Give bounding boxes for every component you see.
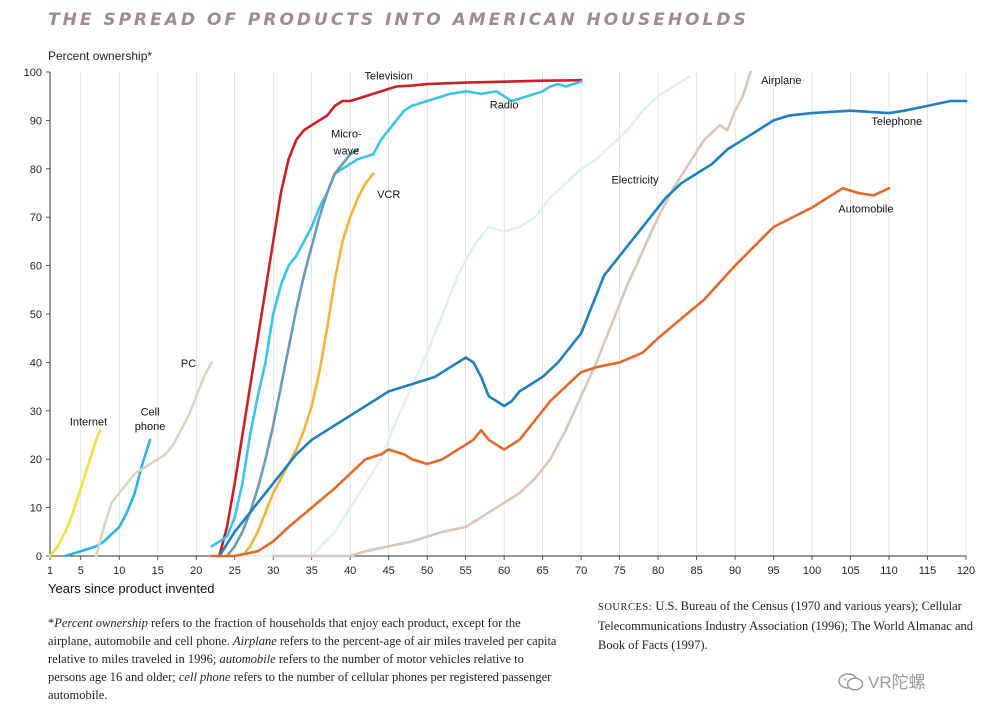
x-tick-label: 90 xyxy=(729,565,741,577)
series-label: phone xyxy=(135,421,166,433)
y-tick-label: 20 xyxy=(30,454,42,466)
series-label: Automobile xyxy=(838,203,893,215)
axes: 1 5 10 15 20 25 30 35 40 45 50 55 60 65 70 75 80 85 90 95 10… xyxy=(24,67,976,577)
series-lines xyxy=(48,70,968,558)
series-label: Television xyxy=(365,70,413,82)
y-tick-label: 90 xyxy=(30,115,42,127)
x-tick-label: 55 xyxy=(460,565,472,577)
series-label: Airplane xyxy=(761,75,801,87)
x-tick-label: 40 xyxy=(344,565,356,577)
y-tick-label: 70 xyxy=(30,212,42,224)
series-label: PC xyxy=(181,358,196,370)
y-tick-label: 80 xyxy=(30,164,42,176)
series-label: Telephone xyxy=(871,116,922,128)
series-line-pc xyxy=(94,361,213,558)
y-axis-label: Percent ownership* xyxy=(48,49,153,63)
chart-title: THE SPREAD OF PRODUCTS INTO AMERICAN HOU… xyxy=(48,10,749,30)
watermark: VR陀螺 xyxy=(838,668,926,693)
series-line-telephone xyxy=(218,99,968,558)
x-tick-label: 100 xyxy=(803,565,821,577)
x-tick-label: 120 xyxy=(957,565,975,577)
y-tick-label: 100 xyxy=(24,67,42,79)
footnote-text: refers to the number of motor vehicles r… xyxy=(48,652,524,684)
y-tick-label: 50 xyxy=(30,309,42,321)
footnote-text: * xyxy=(48,616,55,630)
x-tick-label: 115 xyxy=(919,565,937,577)
series-line-electricity xyxy=(225,75,691,558)
x-tick-label: 65 xyxy=(537,565,549,577)
series-line-radio xyxy=(210,80,583,548)
series-line-cell-phone xyxy=(64,438,152,558)
sources-label: SOURCES: xyxy=(598,602,653,613)
footnote: *Percent ownership refers to the fractio… xyxy=(48,614,558,704)
series-line-internet xyxy=(48,428,102,558)
series-line-automobile xyxy=(210,186,891,558)
y-tick-label: 30 xyxy=(30,406,42,418)
x-tick-label: 85 xyxy=(690,565,702,577)
series-label: wave xyxy=(333,145,360,157)
series-line-microwave xyxy=(225,148,360,558)
x-tick-label: 35 xyxy=(306,565,318,577)
x-tick-label: 70 xyxy=(575,565,587,577)
gridlines xyxy=(80,72,967,556)
footnote-text: refers to the percent-age of air miles t… xyxy=(48,634,557,666)
y-tick-label: 10 xyxy=(30,503,42,515)
x-tick-label: 10 xyxy=(113,565,125,577)
footnote-term: cell phone xyxy=(178,670,231,684)
y-tick-label: 40 xyxy=(30,357,42,369)
x-tick-label: 75 xyxy=(613,565,625,577)
series-line-airplane xyxy=(271,70,752,558)
line-chart: 1 5 10 15 20 25 30 35 40 45 50 55 60 65 70 75 80 85 90 95 10… xyxy=(24,67,976,577)
x-tick-label: 60 xyxy=(498,565,510,577)
sources-note: SOURCES: U.S. Bureau of the Census (1970… xyxy=(598,597,988,655)
x-tick-label: 45 xyxy=(383,565,395,577)
y-tick-label: 60 xyxy=(30,261,42,273)
x-tick-label: 105 xyxy=(841,565,859,577)
series-label: Electricity xyxy=(611,174,659,186)
series-label: Radio xyxy=(490,99,519,111)
sources-text: U.S. Bureau of the Census (1970 and vari… xyxy=(598,599,974,652)
series-label: VCR xyxy=(377,189,400,201)
x-tick-label: 95 xyxy=(767,565,779,577)
x-tick-label: 20 xyxy=(190,565,202,577)
x-tick-label: 110 xyxy=(880,565,898,577)
footnote-term: Airplane xyxy=(233,634,277,648)
x-axis-label: Years since product invented xyxy=(48,581,215,596)
x-tick-label: 50 xyxy=(421,565,433,577)
x-tick-label: 25 xyxy=(229,565,241,577)
series-line-vcr xyxy=(241,172,375,558)
footnote-text: refers to the fraction of households tha… xyxy=(48,616,521,648)
series-label: Cell xyxy=(141,407,160,419)
x-tick-label: 80 xyxy=(652,565,664,577)
x-tick-label: 30 xyxy=(267,565,279,577)
series-line-television xyxy=(218,78,583,558)
x-tick-label: 1 xyxy=(47,565,53,577)
footnote-term: automobile xyxy=(219,652,276,666)
watermark-text: VR陀螺 xyxy=(868,673,926,692)
footnote-term: Percent ownership xyxy=(54,616,148,630)
series-label: Micro- xyxy=(331,128,362,140)
series-label: Internet xyxy=(70,416,107,428)
series-annotations: Television Radio Micro-wave VCR Electricity A… xyxy=(70,70,922,433)
x-tick-label: 5 xyxy=(78,565,84,577)
y-tick-label: 0 xyxy=(36,551,42,563)
x-tick-label: 15 xyxy=(152,565,164,577)
footnote-text: refers to the number of cellular phones … xyxy=(48,670,552,702)
wechat-icon xyxy=(838,673,864,691)
